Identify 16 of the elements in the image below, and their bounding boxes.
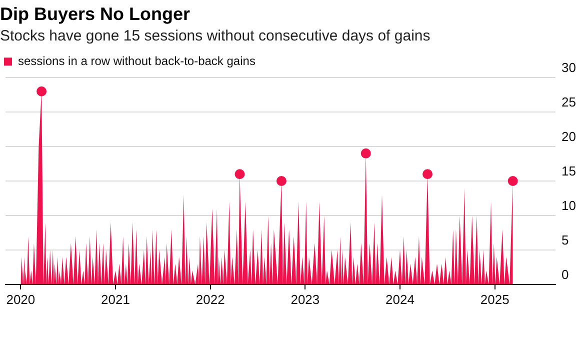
x-tick-label: 2022	[196, 292, 225, 307]
x-tick-label: 2021	[101, 292, 130, 307]
chart-title: Dip Buyers No Longer	[0, 4, 190, 24]
y-tick-label: 20	[562, 129, 576, 144]
y-tick-label: 15	[562, 164, 576, 179]
y-tick-label: 10	[562, 198, 576, 214]
y-tick-label: 5	[562, 232, 569, 248]
legend-label: sessions in a row without back-to-back gains	[18, 54, 256, 68]
x-tick-label: 2024	[386, 292, 414, 307]
y-tick-label: 0	[562, 266, 569, 282]
x-tick-label: 2023	[290, 292, 320, 307]
x-tick-label: 2025	[480, 292, 510, 307]
y-tick-label: 25	[562, 94, 576, 110]
x-tick-label: 2020	[6, 292, 36, 307]
y-tick-label: 30	[562, 60, 576, 76]
chart-subtitle: Stocks have gone 15 sessions without consecutive days of gains	[0, 28, 430, 45]
